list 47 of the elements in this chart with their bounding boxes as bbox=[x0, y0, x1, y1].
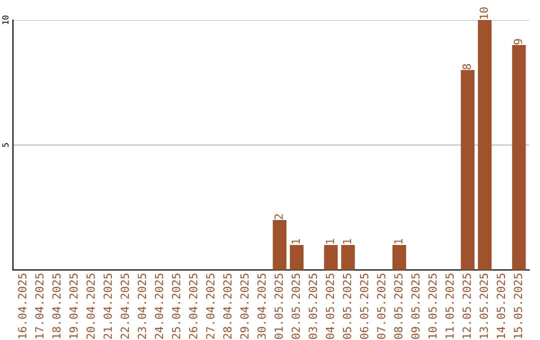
x-tick-label: 14.05.2025 bbox=[496, 274, 506, 338]
x-tick-label: 08.05.2025 bbox=[394, 274, 403, 339]
x-tick-label: 03.05.2025 bbox=[308, 274, 318, 339]
y-tick-label: 5 bbox=[2, 143, 9, 147]
x-tick-label: 04.05.2025 bbox=[326, 274, 334, 339]
data-label: 8 bbox=[462, 64, 471, 70]
data-label: 1 bbox=[292, 239, 300, 244]
bar bbox=[392, 244, 406, 270]
x-tick-label: 26.04.2025 bbox=[189, 274, 198, 339]
x-tick-label: 23.04.2025 bbox=[138, 274, 146, 339]
x-tick-label: 20.04.2025 bbox=[86, 274, 95, 339]
x-tick-label: 05.05.2025 bbox=[342, 274, 352, 339]
x-tick-label: 15.05.2025 bbox=[514, 274, 522, 338]
bar bbox=[478, 20, 492, 270]
data-label: 2 bbox=[274, 214, 283, 220]
data-label: 1 bbox=[343, 239, 352, 244]
x-tick-label: 29.04.2025 bbox=[240, 274, 249, 339]
bar bbox=[272, 220, 286, 270]
x-tick-label: 02.05.2025 bbox=[292, 274, 300, 339]
x-tick-label: 21.04.2025 bbox=[104, 274, 112, 339]
bar bbox=[460, 70, 474, 270]
x-tick-label: 07.05.2025 bbox=[377, 274, 386, 339]
x-tick-label: 18.04.2025 bbox=[52, 274, 61, 338]
data-label: 1 bbox=[326, 239, 334, 244]
x-tick-label: 30.04.2025 bbox=[257, 274, 266, 339]
data-label: 10 bbox=[480, 7, 488, 19]
x-tick-label: 25.04.2025 bbox=[172, 274, 180, 339]
x-tick-label: 17.04.2025 bbox=[35, 274, 44, 338]
x-tick-label: 13.05.2025 bbox=[480, 274, 488, 338]
bar bbox=[324, 244, 338, 270]
bar bbox=[290, 244, 304, 270]
data-label: 1 bbox=[394, 239, 402, 244]
x-tick-label: 10.05.2025 bbox=[428, 274, 437, 338]
x-tick-label: 22.04.2025 bbox=[120, 274, 130, 339]
x-tick-label: 27.04.2025 bbox=[206, 274, 215, 339]
x-tick-label: 11.05.2025 bbox=[445, 274, 454, 338]
x-tick-label: 01.05.2025 bbox=[274, 274, 283, 339]
bar bbox=[341, 244, 355, 270]
x-tick-label: 12.05.2025 bbox=[462, 274, 471, 338]
x-tick-label: 19.04.2025 bbox=[69, 274, 78, 338]
x-tick-label: 28.04.2025 bbox=[223, 274, 232, 339]
x-tick-label: 16.04.2025 bbox=[18, 274, 26, 338]
data-label: 9 bbox=[514, 39, 522, 44]
x-tick-label: 24.04.2025 bbox=[154, 274, 164, 339]
x-tick-label: 09.05.2025 bbox=[411, 274, 420, 339]
bar bbox=[512, 45, 526, 270]
x-tick-label: 06.05.2025 bbox=[360, 274, 368, 339]
